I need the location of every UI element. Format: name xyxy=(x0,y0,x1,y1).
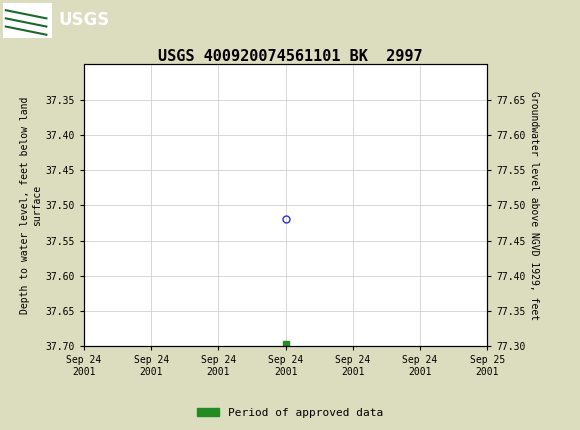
Y-axis label: Groundwater level above NGVD 1929, feet: Groundwater level above NGVD 1929, feet xyxy=(530,91,539,320)
Legend: Period of approved data: Period of approved data xyxy=(193,403,387,422)
FancyBboxPatch shape xyxy=(3,3,52,37)
Y-axis label: Depth to water level, feet below land
surface: Depth to water level, feet below land su… xyxy=(20,97,42,314)
Text: USGS: USGS xyxy=(58,12,109,29)
Text: USGS 400920074561101 BK  2997: USGS 400920074561101 BK 2997 xyxy=(158,49,422,64)
